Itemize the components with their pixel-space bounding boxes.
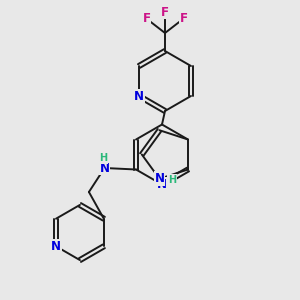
- Text: N: N: [51, 240, 61, 253]
- Text: N: N: [157, 178, 167, 191]
- Text: F: F: [142, 12, 150, 25]
- Text: H: H: [99, 153, 107, 164]
- Text: H: H: [168, 175, 176, 185]
- Text: F: F: [180, 12, 188, 25]
- Text: N: N: [134, 89, 144, 103]
- Text: N: N: [100, 161, 110, 175]
- Text: F: F: [161, 5, 169, 19]
- Text: N: N: [154, 172, 164, 185]
